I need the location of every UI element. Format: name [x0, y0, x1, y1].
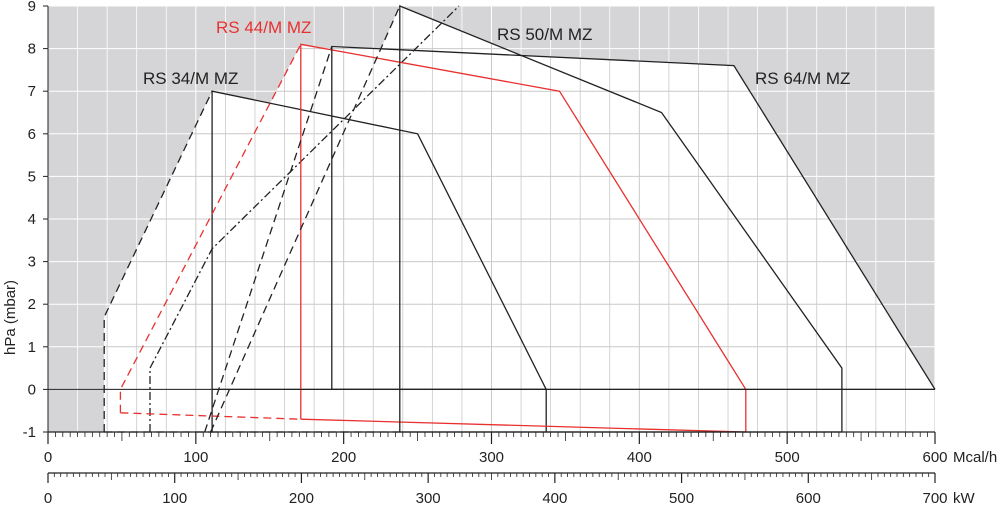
series-label-rs34: RS 34/M MZ [143, 69, 238, 88]
x-tick-label: 400 [627, 449, 652, 466]
y-tick-label: -1 [23, 424, 36, 441]
envelope-rs-64-m-mz [331, 45, 936, 390]
x-tick-label: 100 [183, 449, 208, 466]
x2-tick-label: 100 [162, 490, 187, 506]
x2-tick-label: 200 [289, 490, 314, 506]
series-label-rs44: RS 44/M MZ [216, 18, 311, 37]
x2-tick-label: 300 [416, 490, 441, 506]
x-tick-label: 600 [922, 449, 947, 466]
y-tick-label: 7 [28, 83, 36, 100]
envelope-rs-34-m-mz [211, 90, 547, 432]
x2-tick-label: 500 [669, 490, 694, 506]
x-unit-primary: Mcal/h [953, 449, 997, 466]
bottom-line-rs-44-m-mz [120, 412, 301, 420]
y-tick-label: 8 [28, 41, 36, 58]
y-tick-label: 3 [28, 254, 36, 271]
envelope-base-rs-44-m-mz [300, 418, 746, 433]
y-tick-label: 9 [28, 0, 36, 15]
y-tick-label: 6 [28, 126, 36, 143]
y-axis-title: hPa (mbar) [2, 280, 19, 355]
y-tick-label: 1 [28, 339, 36, 356]
x-tick-label: 300 [479, 449, 504, 466]
x2-tick-label: 700 [922, 490, 947, 506]
x-tick-label: 200 [331, 449, 356, 466]
series-label-rs50: RS 50/M MZ [497, 25, 592, 44]
y-tick-label: 0 [28, 381, 36, 398]
ignition-line-rs-64-m-mz [204, 46, 333, 433]
x-tick-label: 500 [775, 449, 800, 466]
envelope-rs-44-m-mz [300, 43, 747, 432]
axis-ticks: -1 0 1 2 3 4 5 6 7 8 9 0 100 200 300 400 500 600 0 100 200 30… [23, 0, 948, 506]
x2-tick-label: 0 [44, 490, 52, 506]
x-tick-label: 0 [44, 449, 52, 466]
x2-tick-label: 400 [542, 490, 567, 506]
field-region [331, 46, 935, 390]
y-tick-label: 5 [28, 168, 36, 185]
series-label-rs64: RS 64/M MZ [755, 69, 850, 88]
field-region [104, 389, 935, 432]
ignition-dashdot-rs-34-m-mz [149, 5, 460, 432]
ignition-line-rs-44-m-mz [119, 43, 302, 413]
y-tick-label: 2 [28, 296, 36, 313]
x-unit-secondary: kW [953, 490, 976, 506]
y-tick-label: 4 [28, 211, 36, 228]
x2-tick-label: 600 [796, 490, 821, 506]
